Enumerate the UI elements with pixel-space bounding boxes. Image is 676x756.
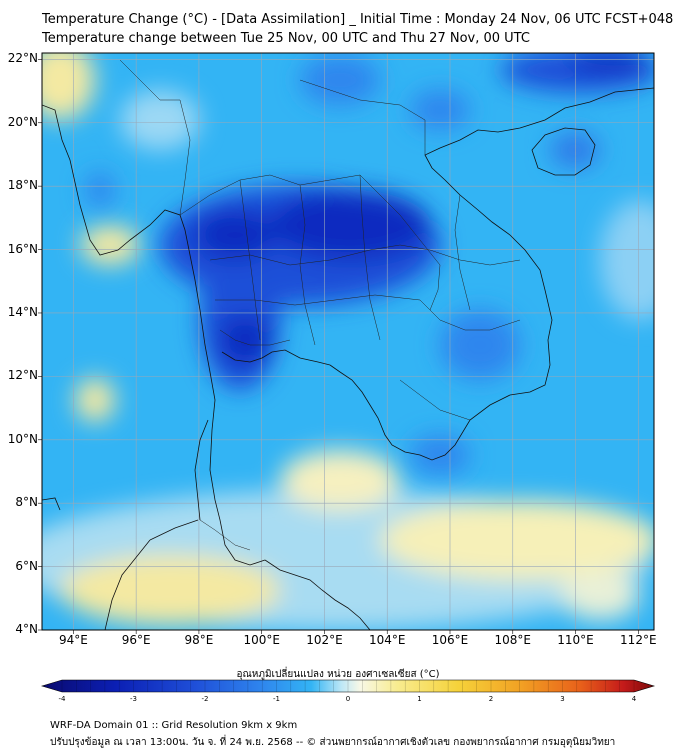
lon-label: 100°E: [243, 633, 280, 647]
lat-label: 6°N: [15, 558, 38, 573]
admin-borders: [119, 59, 521, 551]
lat-label: 18°N: [7, 178, 38, 193]
colorbar-gradient: [40, 679, 656, 693]
colorbar-title: อุณหภูมิเปลี่ยนแปลง หน่วย องศาเซลเซียส (…: [236, 669, 440, 680]
lon-label: 106°E: [431, 633, 469, 647]
map-frame: [41, 52, 655, 631]
lat-label: 10°N: [7, 431, 38, 446]
map-title: Temperature Change (°C) - [Data Assimila…: [42, 12, 674, 27]
lat-label: 16°N: [7, 241, 38, 256]
colorbar-tick-label: 3: [560, 695, 565, 703]
colorbar-tick-label: -3: [130, 695, 137, 703]
colorbar-tick-label: 0: [345, 695, 351, 703]
colorbar: [40, 679, 656, 693]
colorbar-tick-label: -2: [201, 695, 209, 703]
colorbar-tick-label: -1: [273, 695, 280, 703]
graticule: [38, 53, 654, 634]
lon-label: 102°E: [306, 633, 343, 647]
lat-label: 4°N: [15, 622, 38, 636]
lat-label: 8°N: [15, 495, 38, 510]
lon-label: 94°E: [58, 633, 88, 647]
lon-label: 108°E: [494, 633, 532, 647]
colorbar-tick-label: 4: [631, 695, 637, 703]
coastlines: [42, 87, 654, 630]
colorbar-tick-label: 2: [488, 695, 494, 703]
temperature-field: [42, 53, 654, 630]
lat-label: 12°N: [7, 368, 38, 383]
lon-label: 104°E: [368, 633, 406, 647]
map-subtitle: Temperature change between Tue 25 Nov, 0…: [42, 31, 530, 46]
lat-label: 20°N: [7, 114, 38, 129]
colorbar-tick-label: -4: [58, 695, 66, 703]
lon-label: 96°E: [121, 633, 151, 647]
footer-credit: ปรับปรุงข้อมูล ณ เวลา 13:00น. วัน จ. ที่…: [50, 737, 616, 748]
footer-domain-info: WRF-DA Domain 01 :: Grid Resolution 9km …: [50, 720, 298, 731]
lon-label: 112°E: [620, 633, 657, 647]
colorbar-tick-label: 1: [417, 695, 422, 703]
lat-label: 14°N: [7, 304, 38, 319]
lon-label: 98°E: [184, 633, 214, 647]
lat-label: 22°N: [7, 51, 38, 66]
lon-label: 110°E: [557, 633, 594, 647]
